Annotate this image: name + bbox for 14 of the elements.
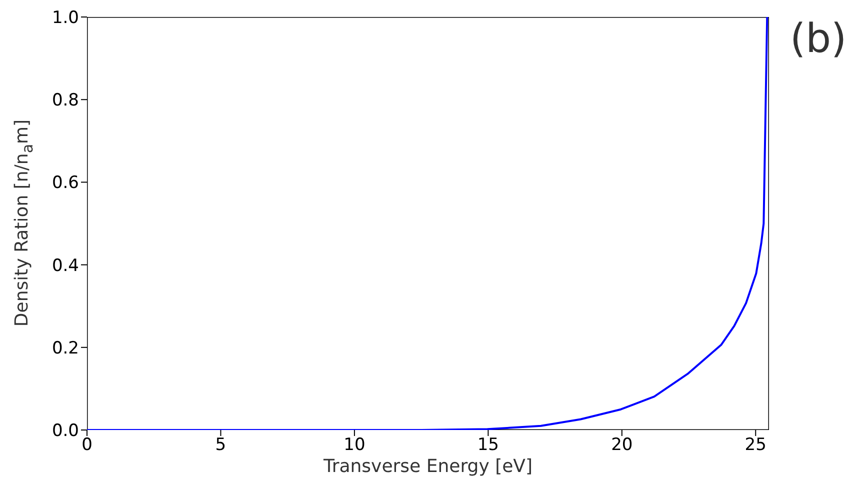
y-tick-label: 0.4 xyxy=(52,256,79,276)
x-tick-label: 5 xyxy=(215,435,226,456)
y-tick-label: 0.8 xyxy=(52,90,79,111)
x-axis-title: Transverse Energy [eV] xyxy=(323,456,533,477)
y-tick-label: 1.0 xyxy=(52,8,79,28)
x-tick-label: 20 xyxy=(611,435,633,456)
text: (b) xyxy=(790,16,847,62)
x-tick-label: 0 xyxy=(82,435,92,456)
y-tick-label: 0.0 xyxy=(52,421,79,442)
x-tick-label: 25 xyxy=(744,435,766,456)
x-tick-label: 15 xyxy=(477,435,499,456)
y-tick-label: 0.2 xyxy=(52,338,79,358)
y-tick-label: 0.6 xyxy=(52,173,79,194)
x-tick-label: 10 xyxy=(344,435,366,456)
